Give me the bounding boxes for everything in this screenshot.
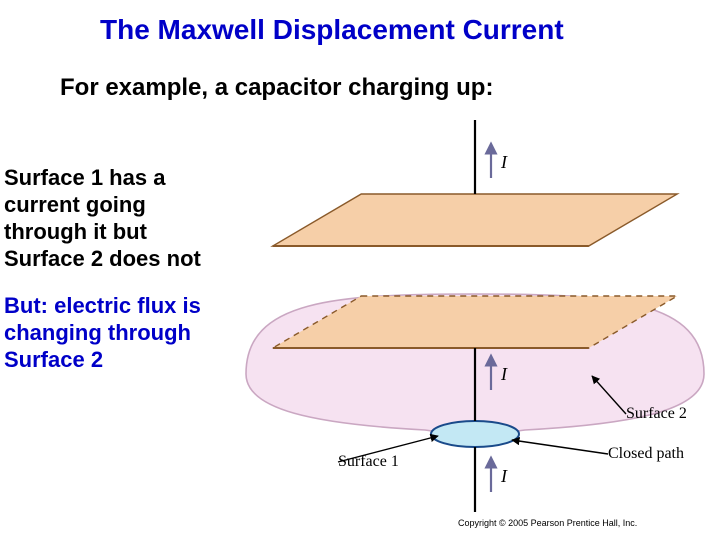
current-label: I (500, 152, 508, 172)
closed-path-ring (431, 421, 519, 447)
callout-label: Closed path (608, 445, 684, 462)
callout-leader (512, 440, 608, 454)
callout-label: Surface 1 (338, 453, 399, 470)
current-label: I (500, 364, 508, 384)
current-label: I (500, 466, 508, 486)
callout-label: Surface 2 (626, 405, 687, 422)
capacitor-diagram: I I I Surface 2 Closed path Surface 1 (0, 0, 720, 540)
